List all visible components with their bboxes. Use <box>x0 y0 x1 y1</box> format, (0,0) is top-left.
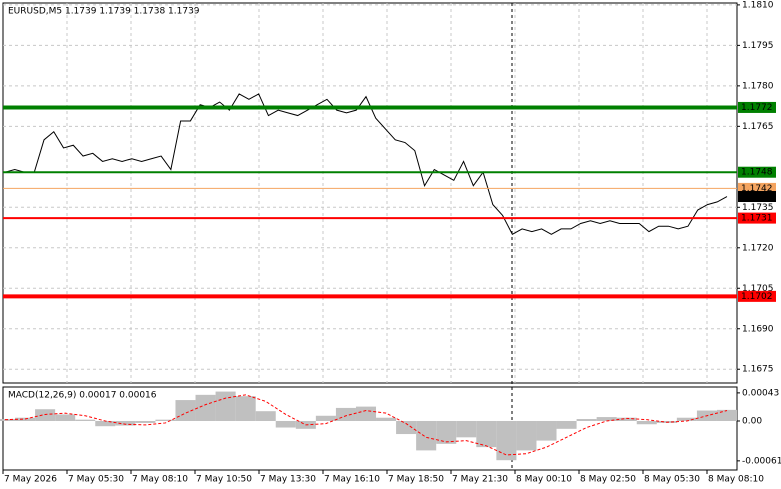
macd-bar <box>556 420 577 429</box>
macd-bar <box>376 417 397 421</box>
y-tick-label: 1.1705 <box>742 284 774 294</box>
macd-bar <box>496 420 517 461</box>
chart-title: EURUSD,M5 1.1739 1.1739 1.1738 1.1739 <box>8 7 200 17</box>
x-tick-label: 7 May 10:50 <box>196 475 252 485</box>
x-tick-label: 7 May 2026 <box>4 475 57 485</box>
x-tick-label: 7 May 21:30 <box>452 475 508 485</box>
signal-line <box>4 394 728 456</box>
level-label: 1.1748 <box>741 168 773 178</box>
macd-bar <box>35 409 56 421</box>
x-tick-label: 7 May 18:50 <box>388 475 444 485</box>
y-tick-label: 1.1810 <box>742 0 774 10</box>
y-tick-label: 1.1735 <box>742 203 774 213</box>
price-label-bg <box>738 191 776 203</box>
macd-bar <box>155 419 176 421</box>
y-tick-label: 1.1795 <box>742 41 774 51</box>
x-tick-label: 8 May 02:50 <box>580 475 636 485</box>
level-label-bg <box>738 212 776 224</box>
macd-bar <box>215 391 236 421</box>
macd-bar <box>716 409 738 421</box>
x-tick-label: 7 May 05:30 <box>68 475 124 485</box>
macd-bar <box>75 419 96 421</box>
level-label: 1.1772 <box>741 103 773 113</box>
x-tick-label: 8 May 08:10 <box>708 475 764 485</box>
macd-bar <box>396 420 417 435</box>
level-label: 1.1702 <box>741 292 773 302</box>
price-label: 1.1739 <box>741 192 773 202</box>
y-tick-label: 1.1780 <box>742 81 774 91</box>
y-tick-label: 1.1765 <box>742 122 774 132</box>
macd-bar <box>235 396 256 421</box>
macd-bar <box>576 419 597 421</box>
macd-bar <box>616 417 637 421</box>
level-label-bg <box>738 166 776 178</box>
macd-bar <box>135 420 156 423</box>
main-frame <box>2 2 738 384</box>
macd-bar <box>636 420 657 425</box>
y-tick-label: 1.1675 <box>742 365 774 375</box>
macd-bar <box>55 414 76 421</box>
macd-bar <box>175 400 196 421</box>
macd-bar <box>516 420 537 451</box>
level-label: 1.1731 <box>741 214 773 224</box>
macd-bar <box>275 420 296 428</box>
y-tick-label: 0.00043 <box>742 388 779 398</box>
macd-bar <box>596 417 617 421</box>
macd-bar <box>355 406 377 421</box>
price-line <box>4 93 728 235</box>
level-label-bg <box>738 101 776 113</box>
x-tick-label: 7 May 13:30 <box>260 475 316 485</box>
macd-bar <box>536 420 557 441</box>
x-tick-label: 8 May 05:30 <box>644 475 700 485</box>
macd-title: MACD(12,26,9) 0.00017 0.00016 <box>8 391 157 401</box>
macd-bar <box>476 420 497 448</box>
y-tick-label: 1.1690 <box>742 324 774 334</box>
macd-bar <box>456 420 477 438</box>
y-tick-label: 0.00 <box>742 416 762 426</box>
y-tick-label: -0.00061 <box>742 456 781 466</box>
x-tick-label: 7 May 08:10 <box>132 475 188 485</box>
x-tick-label: 7 May 16:10 <box>324 475 380 485</box>
macd-bar <box>255 411 276 421</box>
macd-bar <box>416 420 437 451</box>
level-label-bg <box>738 182 776 194</box>
macd-bar <box>436 420 457 444</box>
macd-bar <box>195 394 216 421</box>
macd-frame <box>2 386 738 471</box>
x-tick-label: 8 May 00:10 <box>516 475 572 485</box>
macd-bar <box>95 420 116 427</box>
macd-bar <box>115 420 136 426</box>
macd-bar <box>335 407 356 421</box>
level-label: 1.1742 <box>741 184 773 194</box>
y-tick-label: 1.1720 <box>742 243 774 253</box>
macd-bar <box>676 417 697 421</box>
level-label-bg <box>738 290 776 302</box>
macd-bar <box>315 415 336 421</box>
